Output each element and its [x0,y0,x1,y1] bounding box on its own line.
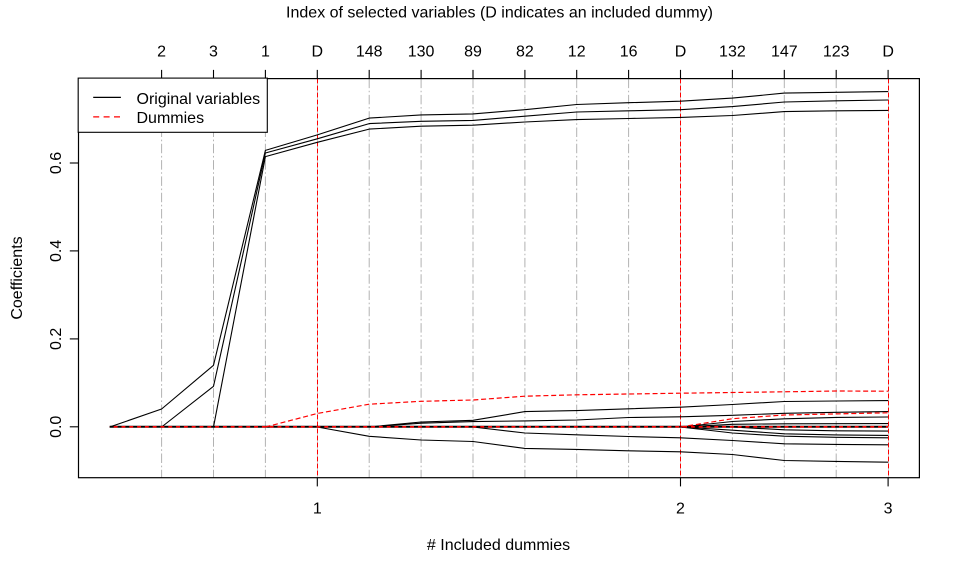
svg-text:1: 1 [313,500,322,517]
svg-text:132: 132 [719,43,746,60]
svg-text:2: 2 [676,500,685,517]
svg-text:89: 89 [464,43,482,60]
svg-text:D: D [882,43,894,60]
svg-text:16: 16 [620,43,638,60]
svg-text:D: D [312,43,324,60]
svg-text:130: 130 [408,43,435,60]
svg-text:147: 147 [771,43,798,60]
svg-text:D: D [675,43,687,60]
svg-text:0.6: 0.6 [48,152,65,174]
svg-text:0.2: 0.2 [48,328,65,350]
svg-text:Index of selected variables (D: Index of selected variables (D indicates… [286,5,713,22]
svg-text:Dummies: Dummies [137,110,205,127]
svg-text:Original variables: Original variables [137,91,261,108]
svg-text:# Included dummies: # Included dummies [427,537,570,554]
svg-text:2: 2 [157,43,166,60]
svg-text:148: 148 [356,43,383,60]
svg-text:1: 1 [261,43,270,60]
svg-text:123: 123 [823,43,850,60]
svg-text:0.4: 0.4 [48,240,65,262]
svg-text:3: 3 [209,43,218,60]
svg-text:0.0: 0.0 [48,416,65,438]
svg-text:3: 3 [884,500,893,517]
svg-text:Coefficients: Coefficients [9,236,26,319]
svg-text:82: 82 [516,43,534,60]
svg-text:12: 12 [568,43,586,60]
